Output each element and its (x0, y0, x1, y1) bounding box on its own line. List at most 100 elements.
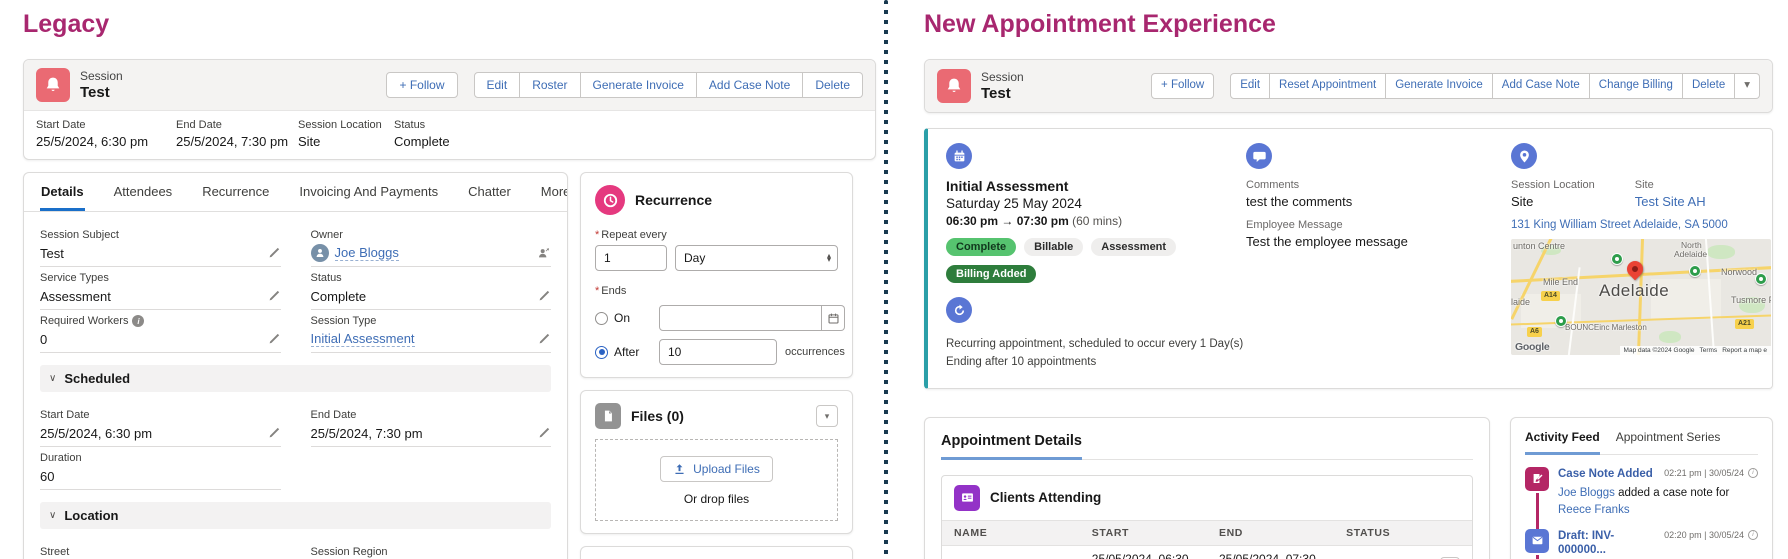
badge-assessment: Assessment (1091, 238, 1177, 256)
person-link[interactable]: Reece Franks (1558, 503, 1630, 516)
generate-invoice-button[interactable]: Generate Invoice (1386, 73, 1493, 99)
tab-details[interactable]: Details (40, 173, 85, 211)
map-label: Norwood (1721, 267, 1758, 277)
ends-on-date-input[interactable] (659, 305, 823, 331)
recurrence-clock-icon (595, 185, 625, 215)
timeline-line (1535, 554, 1539, 559)
edit-pencil-icon[interactable] (267, 332, 281, 346)
edit-pencil-icon[interactable] (537, 426, 551, 440)
location-map[interactable]: unton Centre North Adelaide Norwood Mile… (1511, 239, 1771, 355)
map-label: North (1681, 240, 1702, 250)
feed-item-case-note: Case Note Added 02:21 pm | 30/05/24 i Jo… (1525, 466, 1758, 529)
legacy-title: Legacy (23, 10, 110, 38)
map-green-pin (1755, 273, 1767, 285)
appointment-location-column: Session Location Site Site Test Site AH … (1511, 143, 1771, 372)
invoice-email-icon (1525, 528, 1549, 553)
reset-appointment-button[interactable]: Reset Appointment (1270, 73, 1387, 99)
map-report-link[interactable]: Report a map e (1722, 347, 1767, 354)
upload-icon (675, 463, 684, 474)
recurrence-card: Recurrence *Repeat every Day ▴▾ *Ends (580, 172, 853, 378)
record-id: Session Test (981, 70, 1024, 103)
upload-files-button[interactable]: Upload Files (660, 456, 773, 483)
tab-recurrence[interactable]: Recurrence (202, 184, 270, 199)
delete-button[interactable]: Delete (1682, 73, 1736, 99)
repeat-unit-select[interactable]: Day ▴ ▾ (675, 245, 838, 271)
edit-pencil-icon[interactable] (267, 426, 281, 440)
field-duration: Duration 60 (40, 447, 281, 490)
ends-on-radio[interactable]: On (595, 311, 659, 325)
highlight-end-date: End Date 25/5/2024, 7:30 pm (176, 119, 289, 149)
ends-after-count-input[interactable] (659, 339, 777, 365)
map-green-pin (1611, 253, 1623, 265)
section-scheduled[interactable]: ∨ Scheduled (40, 365, 551, 392)
map-label: Mile End (1543, 277, 1579, 287)
edit-pencil-icon[interactable] (267, 246, 281, 260)
map-pin-icon (1511, 143, 1537, 169)
change-billing-button[interactable]: Change Billing (1589, 73, 1683, 99)
feed-item-invoice: Draft: INV-000000... 02:20 pm | 30/05/24… (1525, 528, 1758, 559)
tab-invoicing[interactable]: Invoicing And Payments (299, 184, 439, 199)
badge-billable: Billable (1024, 238, 1084, 256)
tab-activity-feed[interactable]: Activity Feed (1525, 430, 1600, 455)
map-green-pin (1555, 315, 1567, 327)
person-link[interactable]: Joe Bloggs (1558, 487, 1615, 500)
feed-item-title[interactable]: Draft: INV-000000... (1558, 529, 1615, 556)
files-collapse-button[interactable]: ▾ (816, 405, 838, 427)
site-link[interactable]: Test Site AH (1634, 194, 1706, 209)
record-id: Session Test (80, 69, 123, 102)
info-icon[interactable]: i (132, 315, 145, 327)
stepper-icon[interactable]: ▴ ▾ (826, 250, 831, 264)
add-case-note-button[interactable]: Add Case Note (1492, 73, 1590, 99)
case-note-icon (1525, 466, 1549, 491)
edit-pencil-icon[interactable] (267, 289, 281, 303)
map-terms-link[interactable]: Terms (1699, 347, 1718, 354)
tab-appointment-series[interactable]: Appointment Series (1615, 429, 1721, 444)
tab-more[interactable]: More▾ (540, 184, 568, 199)
quick-actions-card: ▾ ▾ (580, 546, 853, 559)
more-actions-caret-button[interactable]: ▾ (1735, 73, 1760, 99)
add-case-note-button[interactable]: Add Case Note (696, 71, 804, 99)
info-icon[interactable]: i (1748, 467, 1758, 478)
highlight-status: Status Complete (394, 119, 450, 149)
status-badges: Complete Billable Assessment (946, 238, 1246, 256)
change-owner-icon[interactable] (537, 246, 551, 260)
file-dropzone[interactable]: Upload Files Or drop files (595, 439, 838, 522)
legacy-record-strip: Session Test + Follow Edit Roster Genera… (24, 60, 875, 110)
appointment-details-tab[interactable]: Appointment Details (941, 433, 1082, 460)
radio-icon[interactable] (595, 311, 608, 325)
appointment-when-column: Initial Assessment Saturday 25 May 2024 … (946, 143, 1246, 372)
calendar-icon (946, 143, 972, 169)
client-end: 25/05/2024, 07:30 pm (1206, 545, 1335, 559)
info-icon[interactable]: i (1748, 529, 1758, 540)
roster-button[interactable]: Roster (520, 71, 581, 99)
section-location[interactable]: ∨ Location (40, 502, 551, 529)
edit-pencil-icon[interactable] (537, 289, 551, 303)
legacy-sidebar: Recurrence *Repeat every Day ▴▾ *Ends (580, 172, 853, 559)
arrow-right-icon: → (1001, 214, 1014, 228)
appointment-time: 06:30 pm → 07:30 pm (60 mins) (946, 214, 1123, 228)
map-attribution: Map data ©2024 Google Terms Report a map… (1619, 346, 1771, 355)
delete-button[interactable]: Delete (803, 71, 863, 99)
radio-selected-icon[interactable] (595, 345, 608, 359)
field-status: Status Complete (310, 267, 551, 310)
owner-link[interactable]: Joe Bloggs (334, 245, 399, 261)
follow-button[interactable]: + Follow (1151, 73, 1215, 99)
road-shield: A21 (1735, 319, 1754, 329)
field-session-subject: Session Subject Test (40, 224, 281, 267)
edit-pencil-icon[interactable] (537, 332, 551, 346)
repeat-every-input[interactable] (595, 245, 667, 271)
feed-item-title[interactable]: Case Note Added (1558, 467, 1653, 480)
tab-chatter[interactable]: Chatter (468, 184, 511, 199)
col-end: END (1206, 519, 1335, 546)
tab-attendees[interactable]: Attendees (113, 184, 173, 199)
session-type-link[interactable]: Initial Assessment (310, 331, 415, 347)
record-name: Test (981, 84, 1011, 102)
ends-after-radio[interactable]: After (595, 345, 659, 359)
status-badge-complete: Complete (946, 238, 1017, 256)
edit-button[interactable]: Edit (1230, 73, 1271, 99)
address-link[interactable]: 131 King William Street Adelaide, SA 500… (1511, 219, 1728, 231)
follow-button[interactable]: + Follow (386, 71, 458, 99)
edit-button[interactable]: Edit (473, 71, 521, 99)
calendar-icon[interactable] (822, 305, 845, 331)
generate-invoice-button[interactable]: Generate Invoice (580, 71, 697, 99)
